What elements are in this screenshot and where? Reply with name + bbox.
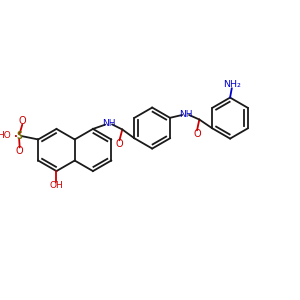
- Text: S: S: [16, 131, 22, 141]
- Text: NH₂: NH₂: [224, 80, 241, 89]
- Text: OH: OH: [50, 182, 63, 190]
- Text: HO: HO: [0, 131, 11, 140]
- Text: O: O: [18, 116, 26, 126]
- Text: O: O: [193, 129, 201, 139]
- Text: NH: NH: [179, 110, 192, 119]
- Text: O: O: [116, 139, 123, 149]
- Text: O: O: [16, 146, 23, 156]
- Text: NH: NH: [102, 119, 116, 128]
